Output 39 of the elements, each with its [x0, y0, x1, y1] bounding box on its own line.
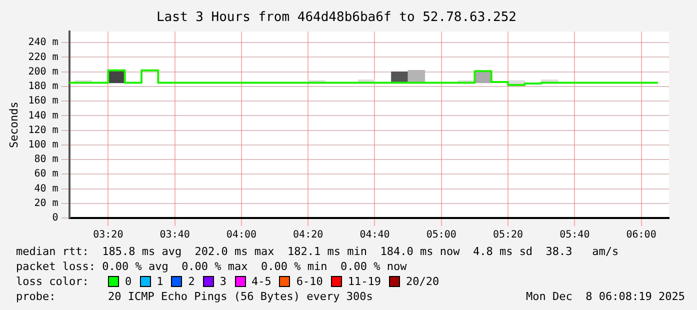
y-tick-label: 120 m [28, 124, 58, 136]
text: median rtt: 185.8 ms avg 202.0 ms max 182.1 ms min 184.0 ms now 4.8 ms sd 38.3 am/s [16, 244, 620, 259]
text: 4-5 [252, 275, 272, 288]
x-tick-label: 04:00 [226, 230, 257, 241]
x-tick-label: 05:40 [560, 230, 590, 241]
y-tick-label: 240 m [28, 37, 58, 48]
text: 1 [156, 275, 164, 288]
text: probe: [16, 290, 57, 303]
y-tick-label: 220 m [28, 52, 58, 63]
y-tick-label: 80 m [34, 154, 58, 166]
y-axis-title: Seconds [7, 102, 20, 148]
x-tick-label: 03:20 [93, 230, 124, 241]
x-tick-label: 05:00 [426, 230, 456, 241]
bar [408, 70, 426, 84]
text: 11-19 [348, 275, 381, 288]
text: packet loss: 0.00 % avg 0.00 % max 0.00 % min 0.00 % now [16, 259, 408, 274]
text: 2 [188, 275, 195, 288]
y-tick-label: 160 m [28, 96, 58, 107]
y-tick-label: 200 m [28, 66, 58, 78]
x-tick-label: 06:00 [626, 230, 656, 241]
x-tick-label: 04:20 [293, 230, 324, 241]
text: 3 [220, 275, 226, 288]
y-tick-label: 0 [52, 212, 58, 224]
y-tick-label: 100 m [28, 139, 58, 150]
y-tick-label: 40 m [34, 183, 58, 194]
chart-title: Last 3 Hours from 464d48b6ba6f to 52.78.63.252 [156, 10, 517, 26]
y-tick-label: 180 m [28, 81, 58, 92]
x-tick-label: 03:40 [160, 230, 190, 241]
x-tick-label: 04:40 [360, 230, 390, 241]
y-tick-label: 60 m [34, 168, 58, 180]
text: loss color: [16, 275, 90, 288]
text: 20/20 [406, 275, 440, 288]
text: 0 [125, 275, 132, 288]
x-tick-label: 05:20 [492, 230, 524, 241]
text: 6-10 [296, 275, 323, 288]
text: Mon Dec 8 06:08:19 2025 [526, 290, 685, 303]
text: 20 ICMP Echo Pings (56 Bytes) every 300s [108, 290, 373, 303]
y-tick-label: 140 m [28, 110, 58, 122]
y-tick-label: 20 m [34, 198, 58, 209]
